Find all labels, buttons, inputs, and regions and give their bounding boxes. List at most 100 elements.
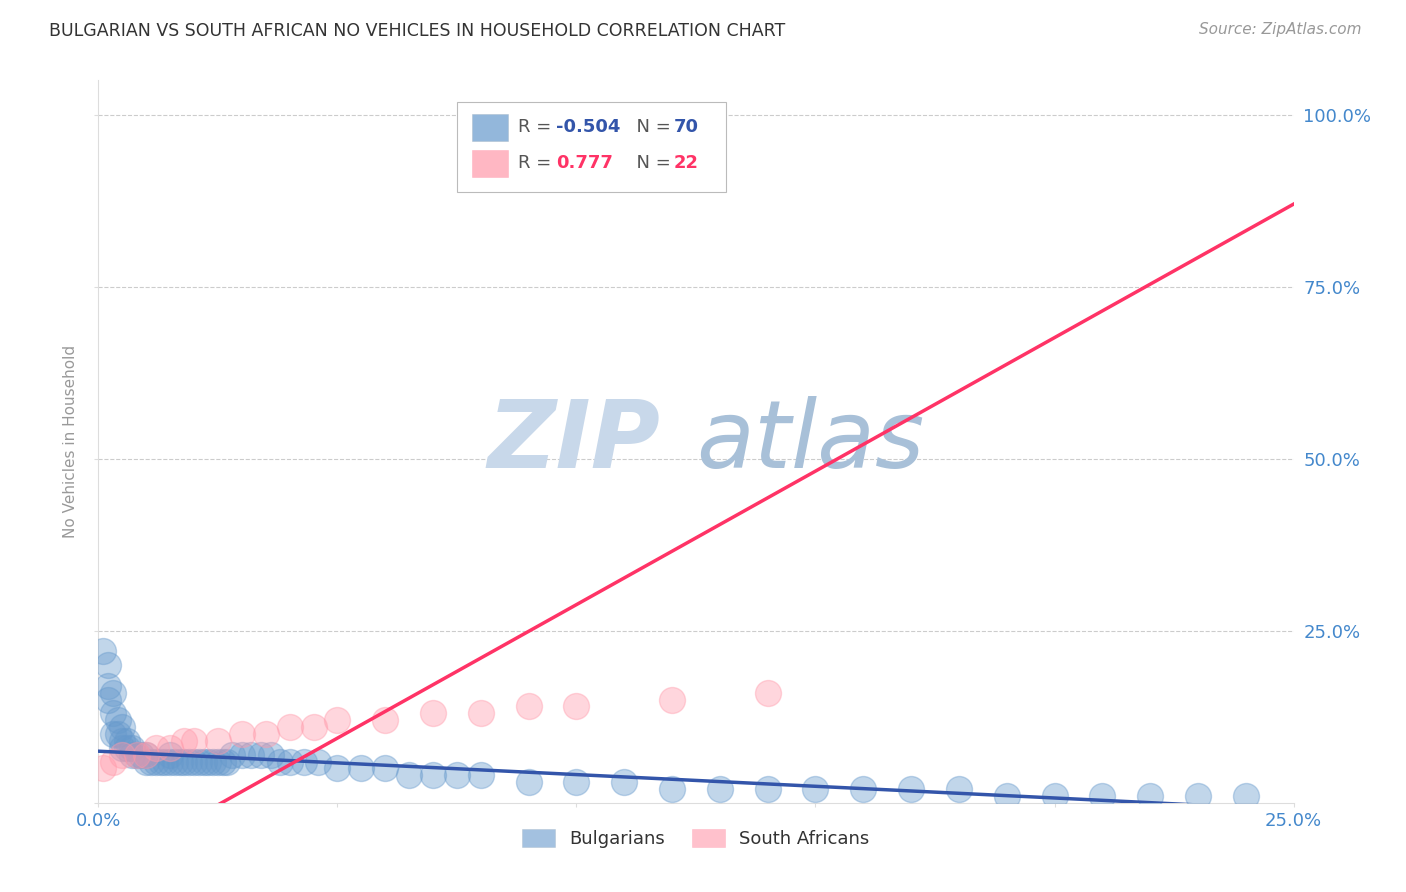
Point xyxy=(254,727,277,741)
Point xyxy=(115,740,138,755)
Text: 0.777: 0.777 xyxy=(557,154,613,172)
Point xyxy=(1234,789,1257,803)
Point xyxy=(231,747,253,762)
Point xyxy=(91,644,114,658)
Point xyxy=(211,755,233,769)
Point xyxy=(173,734,195,748)
Point xyxy=(163,755,186,769)
Point xyxy=(756,782,779,797)
Point xyxy=(159,740,181,755)
Point xyxy=(804,782,827,797)
Point xyxy=(756,686,779,700)
Point xyxy=(145,740,167,755)
Point xyxy=(111,740,134,755)
Point xyxy=(155,755,177,769)
Y-axis label: No Vehicles in Household: No Vehicles in Household xyxy=(63,345,79,538)
Point xyxy=(187,755,209,769)
Point xyxy=(278,755,301,769)
Point xyxy=(149,755,172,769)
Point xyxy=(107,727,129,741)
Point xyxy=(1091,789,1114,803)
Point xyxy=(231,727,253,741)
Point xyxy=(326,761,349,775)
Point xyxy=(470,768,492,782)
Point xyxy=(250,747,273,762)
Point xyxy=(292,755,315,769)
Point xyxy=(202,755,225,769)
Point xyxy=(121,740,143,755)
Point xyxy=(101,686,124,700)
Text: atlas: atlas xyxy=(696,396,924,487)
Point xyxy=(125,747,148,762)
Point xyxy=(307,755,329,769)
Point xyxy=(101,755,124,769)
Point xyxy=(995,789,1018,803)
Point xyxy=(398,768,420,782)
Text: BULGARIAN VS SOUTH AFRICAN NO VEHICLES IN HOUSEHOLD CORRELATION CHART: BULGARIAN VS SOUTH AFRICAN NO VEHICLES I… xyxy=(49,22,786,40)
Point xyxy=(326,713,349,727)
Point xyxy=(422,768,444,782)
Point xyxy=(278,720,301,734)
Point xyxy=(183,755,205,769)
Point xyxy=(217,755,239,769)
Point xyxy=(374,713,396,727)
Point xyxy=(159,755,181,769)
Text: Source: ZipAtlas.com: Source: ZipAtlas.com xyxy=(1198,22,1361,37)
Legend: Bulgarians, South Africans: Bulgarians, South Africans xyxy=(515,822,877,855)
Text: R =: R = xyxy=(517,154,562,172)
Point xyxy=(709,782,731,797)
Point xyxy=(517,699,540,714)
Text: 70: 70 xyxy=(673,119,699,136)
Point xyxy=(125,747,148,762)
Point xyxy=(169,755,191,769)
Point xyxy=(97,679,120,693)
Point xyxy=(97,658,120,673)
Point xyxy=(900,782,922,797)
Point xyxy=(661,692,683,706)
Point xyxy=(207,755,229,769)
Point xyxy=(350,761,373,775)
Point xyxy=(1139,789,1161,803)
Point xyxy=(948,782,970,797)
Point xyxy=(374,761,396,775)
Point xyxy=(197,755,219,769)
Point xyxy=(107,713,129,727)
Point xyxy=(111,747,134,762)
Point xyxy=(517,775,540,789)
FancyBboxPatch shape xyxy=(472,150,509,178)
Point xyxy=(269,755,291,769)
Point xyxy=(131,747,153,762)
Point xyxy=(661,782,683,797)
Point xyxy=(111,734,134,748)
Point xyxy=(97,692,120,706)
Text: N =: N = xyxy=(626,154,676,172)
Point xyxy=(173,755,195,769)
Point xyxy=(101,727,124,741)
Point xyxy=(139,755,162,769)
Point xyxy=(259,747,281,762)
FancyBboxPatch shape xyxy=(472,113,509,141)
Point xyxy=(565,699,588,714)
FancyBboxPatch shape xyxy=(457,102,725,193)
Point xyxy=(1187,789,1209,803)
Point xyxy=(91,761,114,775)
Text: N =: N = xyxy=(626,119,676,136)
Text: R =: R = xyxy=(517,119,557,136)
Point xyxy=(852,782,875,797)
Point xyxy=(179,755,201,769)
Point xyxy=(613,775,636,789)
Point xyxy=(183,734,205,748)
Text: 22: 22 xyxy=(673,154,699,172)
Point xyxy=(446,768,468,782)
Point xyxy=(121,747,143,762)
Point xyxy=(302,720,325,734)
Point xyxy=(115,734,138,748)
Point xyxy=(207,734,229,748)
Point xyxy=(145,755,167,769)
Text: ZIP: ZIP xyxy=(488,395,661,488)
Point xyxy=(159,747,181,762)
Point xyxy=(1043,789,1066,803)
Point xyxy=(221,747,243,762)
Point xyxy=(565,775,588,789)
Point xyxy=(422,706,444,721)
